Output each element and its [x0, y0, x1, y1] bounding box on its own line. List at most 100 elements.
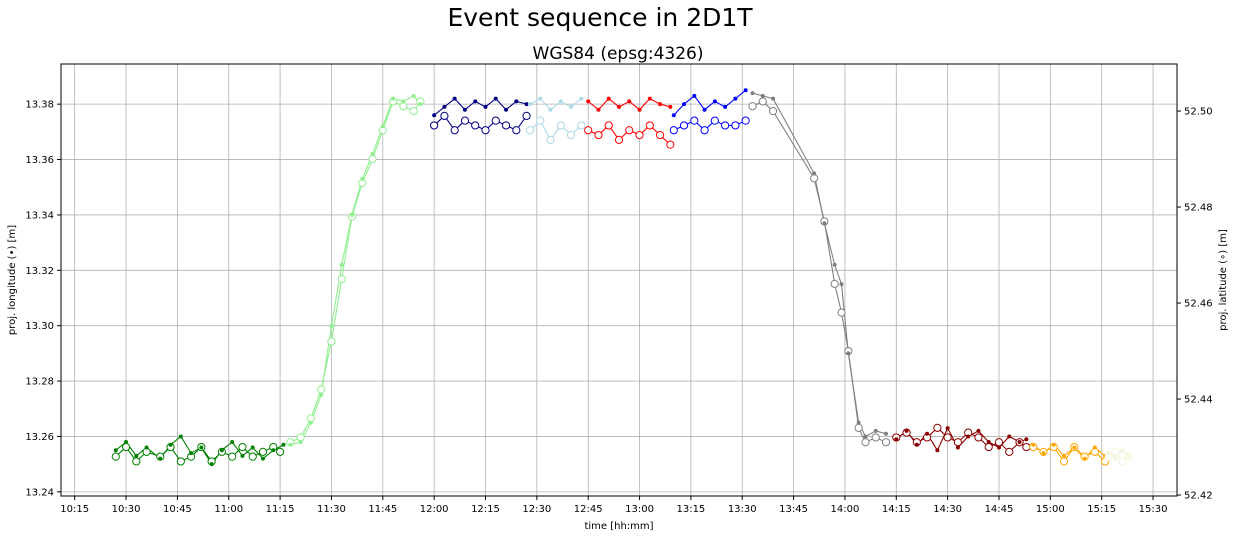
latitude-point	[337, 274, 346, 284]
longitude-point	[298, 440, 303, 444]
latitude-point	[748, 102, 757, 111]
latitude-point	[430, 121, 439, 130]
longitude-point	[432, 113, 437, 118]
latitude-point	[317, 385, 326, 394]
latitude-point	[176, 457, 185, 466]
latitude-point	[666, 140, 675, 149]
series-3	[525, 96, 586, 144]
longitude-point	[189, 451, 194, 456]
longitude-point	[504, 107, 509, 112]
latitude-point	[710, 116, 719, 125]
longitude-point	[1062, 453, 1067, 458]
longitude-point	[966, 434, 971, 439]
longitude-point	[524, 102, 529, 107]
longitude-point	[822, 221, 827, 226]
y-tick-label-right: 52.50	[1184, 107, 1213, 118]
longitude-point	[1024, 437, 1029, 442]
y-tick-label-left: 13.26	[25, 432, 54, 443]
longitude-point	[914, 442, 919, 447]
x-tick-label: 14:00	[831, 504, 860, 515]
y-tick-label-left: 13.24	[25, 487, 54, 498]
longitude-point	[319, 392, 324, 397]
longitude-point	[647, 96, 652, 101]
chart-subtitle: WGS84 (epsg:4326)	[533, 44, 704, 64]
longitude-point	[1041, 451, 1046, 456]
x-tick-label: 13:30	[728, 504, 757, 515]
x-tick-label: 11:45	[368, 504, 397, 515]
latitude-point	[758, 97, 767, 106]
latitude-point	[566, 130, 576, 140]
longitude-point	[442, 104, 447, 109]
latitude-point	[614, 135, 624, 144]
longitude-point	[288, 442, 293, 447]
latitude-point	[512, 126, 521, 135]
longitude-point	[1082, 456, 1087, 461]
latitude-point	[984, 442, 993, 452]
y-tick-label-left: 13.36	[25, 155, 54, 166]
longitude-point	[723, 104, 728, 109]
x-tick-label: 13:45	[779, 504, 808, 515]
latitude-point	[1022, 442, 1031, 452]
latitude-point	[584, 126, 593, 135]
latitude-point	[248, 452, 257, 461]
longitude-point	[308, 420, 313, 425]
latitude-point	[327, 337, 336, 346]
latitude-point	[460, 116, 470, 125]
latitude-point	[481, 126, 490, 135]
latitude-line	[433, 115, 528, 132]
longitude-point	[750, 91, 755, 96]
latitude-line	[290, 100, 421, 443]
series-9	[1104, 447, 1134, 466]
latitude-point	[700, 126, 709, 135]
latitude-point	[994, 438, 1004, 447]
plot-frame	[60, 63, 1178, 497]
longitude-point	[134, 453, 139, 458]
latitude-point	[854, 423, 863, 432]
longitude-point	[558, 99, 563, 104]
x-tick-label: 14:15	[882, 504, 911, 515]
latitude-point	[837, 308, 846, 317]
latitude-point	[1059, 457, 1069, 466]
latitude-point	[258, 447, 268, 456]
latitude-point	[871, 433, 880, 442]
latitude-point	[1118, 457, 1127, 466]
x-axis-label: time [hh:mm]	[584, 521, 653, 532]
y-tick-label-right: 52.42	[1184, 491, 1213, 502]
latitude-point	[830, 279, 839, 288]
longitude-point	[863, 434, 868, 439]
x-tick-label: 13:00	[625, 504, 654, 515]
longitude-point	[873, 428, 878, 433]
longitude-point	[569, 104, 574, 109]
y-tick-label-left: 13.32	[25, 266, 54, 277]
y-tick-label-right: 52.48	[1184, 203, 1213, 214]
longitude-point	[391, 96, 396, 101]
y-tick-label-left: 13.34	[25, 210, 54, 221]
latitude-point	[953, 438, 963, 447]
y-tick-label-left: 13.30	[25, 321, 54, 332]
x-tick-label: 15:15	[1087, 504, 1116, 515]
x-tick-label: 12:00	[420, 504, 449, 515]
longitude-point	[1127, 453, 1132, 458]
ticks: 10:15 10:30 10:45 11:00 11:15 11:30 11:45 12:00…	[25, 100, 1212, 515]
latitude-point	[810, 174, 819, 183]
longitude-point	[733, 96, 738, 101]
longitude-point	[158, 456, 163, 461]
series-2	[430, 96, 531, 135]
longitude-point	[527, 102, 532, 107]
x-tick-label: 11:15	[266, 504, 295, 515]
latitude-point	[501, 121, 511, 130]
latitude-point	[768, 106, 778, 116]
longitude-point	[401, 99, 406, 104]
y-tick-label-right: 52.46	[1184, 299, 1213, 310]
series-4	[584, 96, 675, 149]
longitude-point	[884, 431, 889, 436]
latitude-point	[645, 121, 654, 130]
latitude-point	[731, 121, 740, 130]
longitude-point	[839, 282, 844, 287]
x-tick-label: 11:30	[317, 504, 346, 515]
series-1	[286, 93, 425, 447]
longitude-point	[617, 104, 621, 109]
longitude-point	[209, 462, 214, 467]
longitude-point	[370, 152, 375, 156]
